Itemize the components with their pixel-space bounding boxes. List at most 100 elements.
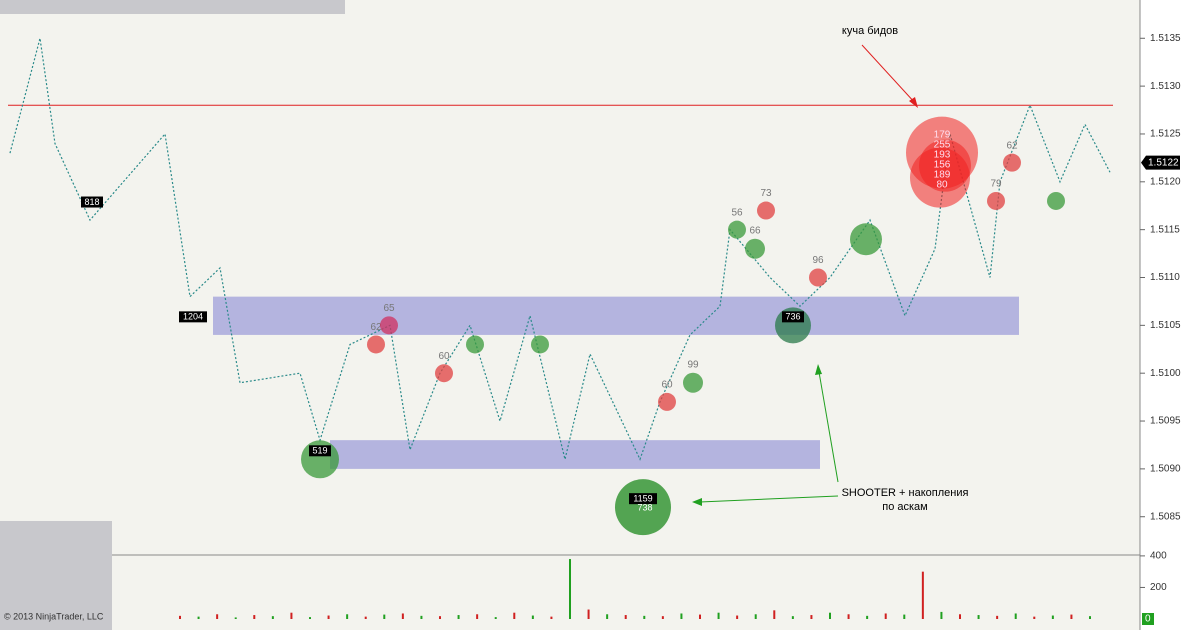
price-line xyxy=(9,38,1111,461)
volume-bar xyxy=(271,616,274,619)
y-tick-label: 1.5135 xyxy=(1150,33,1181,44)
cluster-label: 193 xyxy=(934,149,951,160)
volume-bar xyxy=(940,611,943,619)
bubble xyxy=(987,191,1005,210)
volume-bar xyxy=(401,613,404,619)
y-tick-label: 1.5120 xyxy=(1150,176,1181,187)
volume-bar xyxy=(996,615,999,619)
volume-bar xyxy=(216,614,219,619)
y-tick-label: 1.5095 xyxy=(1150,416,1181,427)
annotation: куча бидов xyxy=(842,25,898,37)
bubble-label: 79 xyxy=(990,179,1002,190)
y-tick-label: 1.5090 xyxy=(1150,464,1181,475)
volume-bar xyxy=(457,615,460,619)
volume-bar xyxy=(346,614,349,619)
bubble-label: 736 xyxy=(785,312,800,322)
bid-cluster-bubble xyxy=(919,139,971,192)
arrow xyxy=(861,44,917,105)
volume-bar xyxy=(977,615,980,619)
price-tag xyxy=(1141,155,1180,170)
bubble xyxy=(745,238,765,259)
volume-bar xyxy=(550,616,553,619)
price-tag-label: 1.5122 xyxy=(1148,157,1179,168)
volume-bar xyxy=(773,610,776,619)
volume-bar xyxy=(327,615,330,619)
volume-bar xyxy=(513,612,516,619)
bubble-label: 519 xyxy=(312,446,327,456)
toolbar-box xyxy=(0,0,345,14)
bubble-label: 1204 xyxy=(183,312,203,322)
label-box xyxy=(629,493,657,505)
bubble xyxy=(1047,191,1065,210)
volume-bar xyxy=(791,616,794,619)
volume-bar xyxy=(439,616,441,619)
volume-bar xyxy=(699,614,701,619)
volume-bar xyxy=(179,615,181,619)
volume-bar xyxy=(569,559,571,619)
volume-bar xyxy=(866,615,869,619)
volume-bar xyxy=(290,612,293,619)
volume-bar xyxy=(494,617,497,619)
volume-bar xyxy=(736,615,739,619)
annotation: по аскам xyxy=(882,501,927,513)
label-box xyxy=(309,445,331,457)
y-tick-label: 1.5085 xyxy=(1150,511,1181,522)
volume-bar xyxy=(383,614,386,619)
arrow-head xyxy=(815,364,822,375)
bubble-label: 60 xyxy=(438,351,450,362)
volume-bar xyxy=(253,615,256,619)
bubble xyxy=(683,372,703,393)
volume-bar xyxy=(643,615,646,619)
volume-bar xyxy=(1089,616,1091,619)
bubble xyxy=(850,223,882,256)
label-box xyxy=(81,196,103,208)
arrow-head xyxy=(692,498,702,506)
volume-bar xyxy=(959,614,961,619)
volume-bar xyxy=(606,614,609,619)
y-tick-label: 1.5100 xyxy=(1150,368,1181,379)
volume-bar xyxy=(903,614,906,619)
annotation: SHOOTER + накопления xyxy=(842,487,969,499)
bubble xyxy=(435,364,453,383)
volume-bar xyxy=(1033,616,1036,619)
volume-bar xyxy=(587,609,590,619)
volume-bar xyxy=(829,612,831,619)
y-tick-label: 1.5125 xyxy=(1150,129,1181,140)
bubble-label: 62 xyxy=(370,322,382,333)
copyright: © 2013 NinjaTrader, LLC xyxy=(4,611,104,621)
arrow-head xyxy=(909,97,918,108)
bubble xyxy=(1003,153,1021,172)
volume-bar xyxy=(754,614,757,619)
volume-bar xyxy=(1014,613,1017,619)
cluster-label: 156 xyxy=(934,159,951,170)
volume-bar xyxy=(717,612,720,619)
bubble-label: 62 xyxy=(1006,140,1018,151)
arrow xyxy=(818,371,839,483)
zone xyxy=(330,440,820,469)
volume-bar xyxy=(476,614,479,619)
bubble-label: 99 xyxy=(687,359,699,370)
bubble xyxy=(757,201,775,220)
volume-bar xyxy=(680,613,683,619)
volume-zero-marker xyxy=(1142,613,1154,625)
bubble-label: 56 xyxy=(731,207,743,218)
volume-bar xyxy=(1051,615,1054,619)
bubble-label: 1159 xyxy=(633,494,652,504)
volume-bar xyxy=(624,615,627,619)
cluster-label: 255 xyxy=(934,139,951,150)
y-tick-label: 1.5115 xyxy=(1150,224,1180,235)
bubble xyxy=(658,392,676,411)
y-tick-label: 1.5110 xyxy=(1150,272,1180,283)
cluster-label: 189 xyxy=(934,169,951,180)
volume-tick-label: 400 xyxy=(1150,551,1167,562)
label-box xyxy=(782,311,804,323)
y-tick-label: 1.5130 xyxy=(1150,81,1181,92)
bubble xyxy=(531,335,549,354)
volume-bar xyxy=(234,617,237,619)
bubble-label: 66 xyxy=(749,225,761,236)
volume-bar xyxy=(884,613,887,619)
bubble xyxy=(809,268,827,287)
volume-zero-label: 0 xyxy=(1145,614,1151,625)
volume-bar xyxy=(531,615,534,619)
